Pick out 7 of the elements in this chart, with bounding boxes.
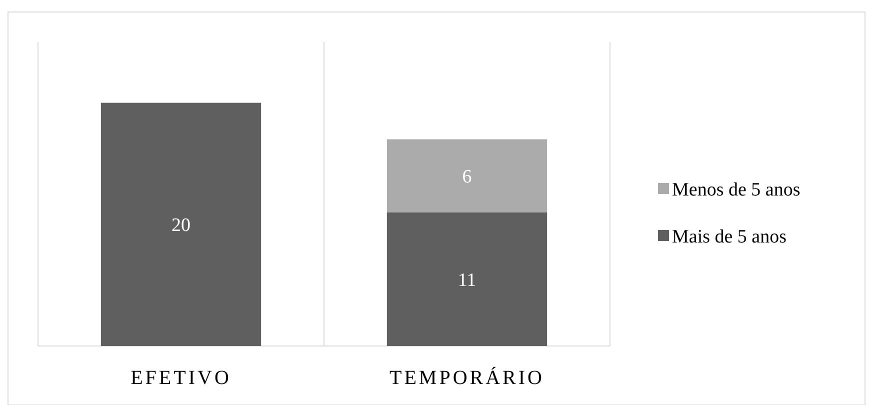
x-tick-label: EFETIVO xyxy=(130,367,232,389)
legend-label: Mais de 5 anos xyxy=(672,226,787,248)
data-label: 6 xyxy=(462,166,472,188)
x-tick-label: TEMPORÁRIO xyxy=(389,366,545,389)
legend-label: Menos de 5 anos xyxy=(672,180,800,201)
data-label: 11 xyxy=(458,270,476,291)
data-label: 20 xyxy=(172,215,190,236)
